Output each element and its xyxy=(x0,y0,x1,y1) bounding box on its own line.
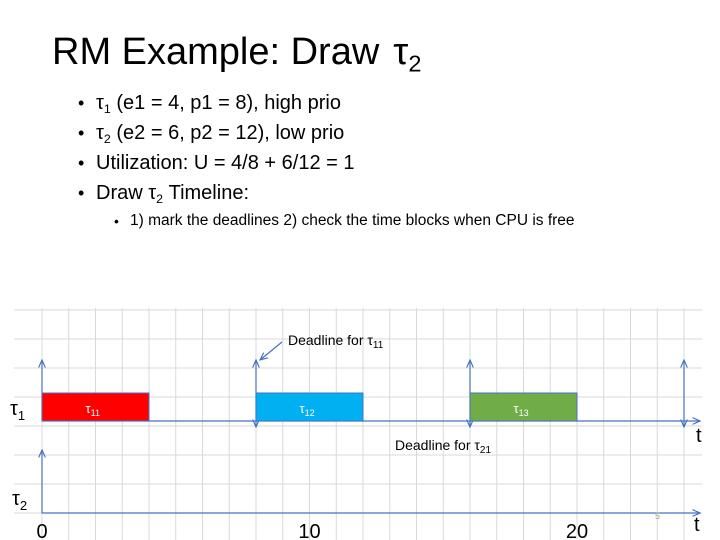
bullet-draw-tau: τ xyxy=(148,182,157,204)
bullet-tau2-symbol: τ xyxy=(96,122,104,144)
bullet-draw-pre: Draw xyxy=(96,182,149,204)
tau1-axis-label-t: t xyxy=(696,425,702,447)
bullet-list: τ1 (e1 = 4, p1 = 8), high prio τ2 (e2 = … xyxy=(78,88,575,234)
deadline-tau21-label: Deadline for τ21 xyxy=(395,437,491,456)
time-tick-label: 0 xyxy=(36,521,47,540)
title-tau-subscript: 2 xyxy=(408,50,422,77)
bullet-utilization: Utilization: U = 4/8 + 6/12 = 1 xyxy=(78,148,575,178)
bullet-tau1-params: τ1 (e1 = 4, p1 = 8), high prio xyxy=(78,88,575,118)
title-tau: τ xyxy=(393,31,409,73)
bullet-tau1-text: (e1 = 4, p1 = 8), high prio xyxy=(110,92,341,114)
timeline-grid xyxy=(14,308,702,540)
bullet-draw-subscript: 2 xyxy=(156,191,164,206)
execution-block xyxy=(41,392,150,422)
bullet-draw-timeline: Draw τ2 Timeline: xyxy=(78,178,575,208)
slide-title: RM Example: Draw τ2 xyxy=(52,30,422,77)
execution-block-label: τ13 xyxy=(514,401,529,418)
execution-block-label: τ12 xyxy=(300,401,315,418)
tau1-execution-blocks: τ11 τ12 τ13 xyxy=(41,392,578,422)
bullet-tau2-text: (e2 = 6, p2 = 12), low prio xyxy=(110,122,345,144)
row-tau2-label: τ2 xyxy=(12,488,27,513)
time-tick-label: 20 xyxy=(566,521,588,540)
bullet-tau1-subscript: 1 xyxy=(103,101,111,116)
bullet-tau2-subscript: 2 xyxy=(103,131,111,146)
sub-bullet-steps-text: 1) mark the deadlines 2) check the time … xyxy=(130,212,575,229)
time-tick-label: 10 xyxy=(298,521,320,540)
execution-block-label: τ11 xyxy=(86,401,100,418)
bullet-draw-rest: Timeline: xyxy=(163,182,249,204)
execution-block xyxy=(255,392,364,422)
bullet-tau2-params: τ2 (e2 = 6, p2 = 12), low prio xyxy=(78,118,575,148)
deadline-tau11-pointer xyxy=(260,341,283,360)
time-tick-labels: 0 10 20 xyxy=(36,521,588,540)
title-text: RM Example: Draw xyxy=(52,31,380,73)
deadline-tau11-label: Deadline for τ11 xyxy=(288,332,384,351)
page-number: 5 xyxy=(655,511,660,521)
row-tau1-label: τ1 xyxy=(10,398,25,423)
bullet-utilization-text: Utilization: U = 4/8 + 6/12 = 1 xyxy=(96,152,355,174)
bullet-tau1-symbol: τ xyxy=(96,92,104,114)
execution-block xyxy=(469,392,578,422)
sub-bullet-steps: 1) mark the deadlines 2) check the time … xyxy=(114,208,575,234)
tau2-axis-label-t: t xyxy=(694,514,700,536)
